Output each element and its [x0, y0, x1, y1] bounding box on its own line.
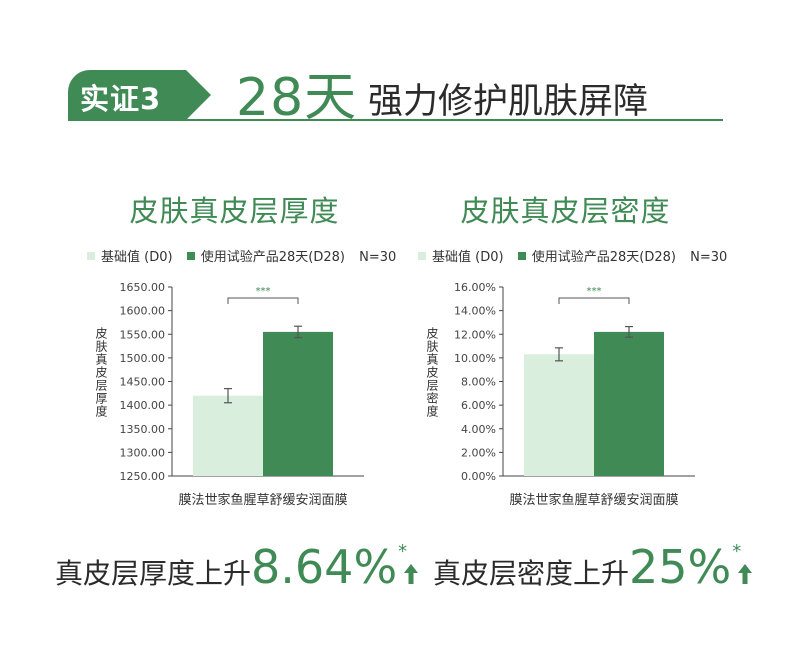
y-tick-label: 1450.00 [120, 376, 166, 389]
up-arrow-icon [403, 563, 419, 589]
header-underline [68, 119, 723, 121]
legend-sample-size: N=30 [359, 250, 397, 265]
chart-legend: 基础值 (D0) 使用试验产品28天(D28) N=30 [418, 246, 727, 265]
y-tick-label: 1400.00 [120, 399, 166, 412]
y-tick-label: 16.00% [454, 281, 496, 294]
legend-sample-size: N=30 [690, 250, 728, 265]
legend-item-baseline: 基础值 (D0) [87, 250, 173, 265]
y-tick-label: 14.00% [454, 305, 496, 318]
result-thickness: 真皮层厚度上升8.64%* [55, 540, 419, 610]
result-footnote-mark: * [398, 541, 408, 562]
legend-label: 基础值 (D0) [101, 250, 173, 265]
result-density: 真皮层密度上升25%* [433, 540, 753, 610]
bar-product [263, 331, 333, 476]
result-footnote-mark: * [732, 541, 742, 562]
legend-item-product: 使用试验产品28天(D28) [517, 250, 676, 265]
y-tick-label: 1650.00 [120, 281, 166, 294]
significance-bracket [558, 297, 630, 304]
header: 实证3 28天 强力修护肌肤屏障 [0, 0, 790, 140]
y-tick-label: 12.00% [454, 328, 496, 341]
y-tick-label: 2.00% [461, 446, 496, 459]
x-category-label: 膜法世家鱼腥草舒缓安润面膜 [178, 492, 347, 508]
y-tick-label: 1350.00 [120, 423, 166, 436]
y-tick-label: 1600.00 [120, 305, 166, 318]
significance-label: *** [587, 286, 602, 297]
y-tick-label: 1250.00 [120, 470, 166, 483]
legend-item-product: 使用试验产品28天(D28) [186, 250, 345, 265]
legend-label: 使用试验产品28天(D28) [531, 250, 676, 265]
legend-swatch [87, 252, 95, 260]
legend-swatch [186, 252, 195, 260]
y-axis-label: 皮肤真皮层密度 [425, 327, 439, 418]
bar-baseline [524, 354, 594, 476]
y-tick-label: 6.00% [461, 399, 496, 412]
y-tick-label: 4.00% [461, 423, 496, 436]
legend-label: 基础值 (D0) [432, 250, 504, 265]
up-arrow-icon [737, 563, 753, 589]
result-value: 8.64% [251, 540, 398, 594]
badge-label: 实证3 [80, 82, 162, 116]
badge-background [68, 70, 186, 120]
x-category-label: 膜法世家鱼腥草舒缓安润面膜 [509, 492, 678, 508]
legend-swatch [418, 252, 426, 260]
significance-bracket [227, 297, 299, 304]
legend-swatch [517, 252, 526, 260]
chart-plot: 0.00% 2.00% 4.00% 6.00% 8.00% 10.00% 12.00% 14.… [425, 281, 695, 508]
y-tick-label: 10.00% [454, 352, 496, 365]
chart-density: 皮肤真皮层密度 基础值 (D0) 使用试验产品28天(D28) N=30 0.0… [368, 0, 763, 540]
y-tick-label: 8.00% [461, 376, 496, 389]
y-tick-label: 0.00% [461, 470, 496, 483]
y-tick-label: 1300.00 [120, 446, 166, 459]
bar-baseline [193, 395, 263, 476]
chart-plot: 1250.00 1300.00 1350.00 1400.00 1450.00 1500.… [94, 281, 364, 508]
y-tick-label: 1550.00 [120, 328, 166, 341]
y-axis-label: 皮肤真皮层厚度 [94, 327, 108, 418]
chart-title: 皮肤真皮层密度 [460, 194, 671, 228]
significance-label: *** [256, 286, 271, 297]
result-label: 真皮层密度上升 [433, 557, 630, 590]
y-tick-label: 1500.00 [120, 352, 166, 365]
bar-product [594, 331, 664, 476]
chart-title: 皮肤真皮层厚度 [129, 194, 340, 228]
chart-legend: 基础值 (D0) 使用试验产品28天(D28) N=30 [87, 246, 396, 265]
legend-item-baseline: 基础值 (D0) [418, 250, 504, 265]
badge-arrow-tip [186, 70, 211, 120]
header-title: 强力修护肌肤屏障 [368, 82, 649, 122]
chart-thickness: 皮肤真皮层厚度 基础值 (D0) 使用试验产品28天(D28) N=30 125… [37, 0, 432, 540]
result-label: 真皮层厚度上升 [55, 557, 252, 590]
header-highlight: 28天 [236, 68, 358, 128]
result-value: 25% [629, 540, 732, 594]
legend-label: 使用试验产品28天(D28) [200, 250, 345, 265]
